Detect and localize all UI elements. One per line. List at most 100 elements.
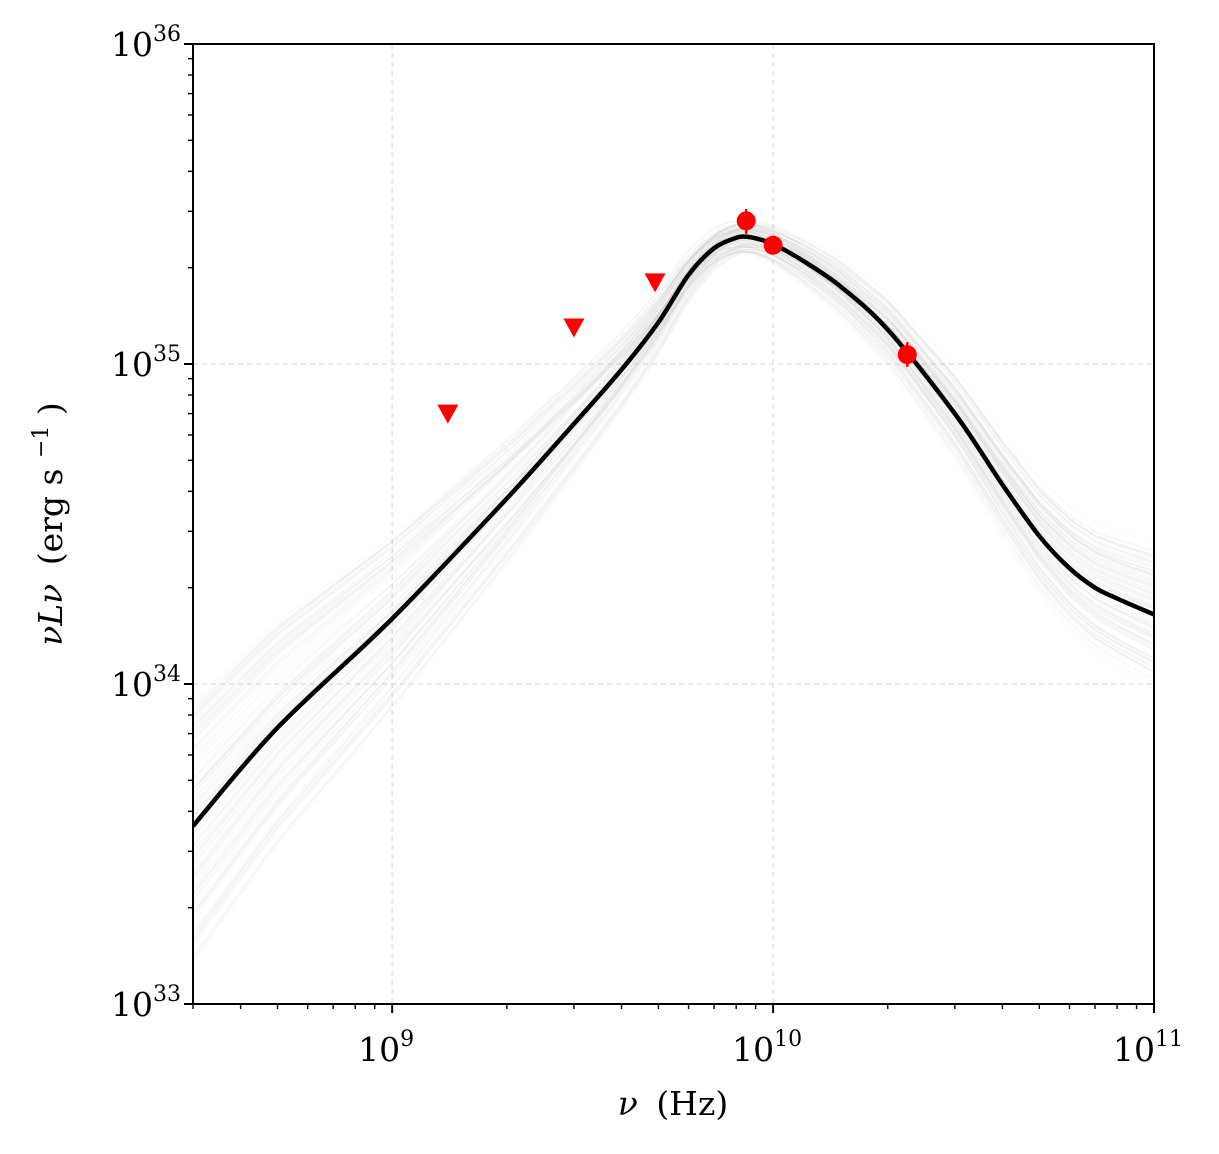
detection-point [736,211,756,231]
posterior-sample-curve [193,248,1154,784]
posterior-sample-curve [193,233,1154,886]
posterior-sample-curve [193,231,1154,731]
y-tick-label: 1034 [111,662,181,704]
posterior-sample-curve [193,243,1154,818]
posterior-sample-curve [193,244,1154,917]
posterior-sample-curve [193,228,1154,778]
posterior-sample-curve [193,227,1154,712]
posterior-sample-curve [193,223,1154,794]
posterior-sample-curve [193,250,1154,806]
posterior-sample-curve [193,233,1154,796]
posterior-sample-curve [193,232,1154,812]
posterior-sample-curve [193,229,1154,719]
posterior-sample-curve [193,222,1154,780]
posterior-sample-curve [193,253,1154,941]
x-tick-label: 1010 [732,1027,802,1069]
posterior-sample-curve [193,227,1154,703]
posterior-sample-curve [193,248,1154,944]
posterior-sample-curve [193,250,1154,935]
posterior-sample-curve [193,235,1154,749]
posterior-sample-curve [193,230,1154,933]
tick-labels: 109 1010 1011 1033 1034 1035 1036 [111,22,1183,1069]
posterior-sample-curve [193,227,1154,819]
posterior-sample-curve [193,220,1154,715]
posterior-sample-curve [193,248,1154,936]
posterior-sample-curve [193,221,1154,875]
posterior-sample-curve [193,222,1154,790]
posterior-sample-curve [193,227,1154,842]
posterior-sample-curve [193,241,1154,738]
upper-limit-marker [437,404,459,424]
posterior-sample-curve [193,235,1154,894]
posterior-sample-curve [193,224,1154,800]
axis-ticks [184,43,1155,1013]
posterior-sample-curve [193,220,1154,858]
posterior-sample-curve [193,228,1154,750]
upper-limit-marker [563,318,585,338]
posterior-sample-curve [193,246,1154,853]
data-points [437,209,917,424]
detection-point [763,235,783,255]
posterior-sample-curve [193,231,1154,913]
posterior-sample-curve [193,233,1154,749]
posterior-sample-curve [193,251,1154,963]
posterior-sample-curve [193,240,1154,729]
posterior-sample-curve [193,238,1154,772]
posterior-sample-curve [193,222,1154,737]
grid [193,44,1154,1004]
posterior-sample-curve [193,239,1154,855]
posterior-sample-curve [193,246,1154,810]
posterior-sample-curve [193,230,1154,740]
posterior-sample-curve [193,250,1154,867]
posterior-sample-curve [193,233,1154,937]
posterior-sample-curve [193,228,1154,837]
posterior-sample-curve [193,223,1154,718]
posterior-sample-curve [193,242,1154,741]
posterior-sample-curve [193,229,1154,821]
posterior-sample-curve [193,228,1154,728]
posterior-sample-curve [193,246,1154,873]
posterior-sample-curve [193,238,1154,706]
posterior-sample-curve [193,223,1154,816]
posterior-sample-curve [193,243,1154,908]
posterior-sample-curve [193,251,1154,795]
posterior-sample-curve [193,251,1154,808]
posterior-sample-curve [193,252,1154,938]
posterior-sample-curve [193,248,1154,871]
posterior-sample-curve [193,234,1154,918]
posterior-sample-curve [193,225,1154,722]
posterior-sample-curve [193,246,1154,834]
posterior-sample-curve [193,224,1154,940]
posterior-sample-curve [193,221,1154,879]
posterior-sample-curve [193,242,1154,732]
posterior-sample-curve [193,235,1154,936]
posterior-sample-curve [193,243,1154,879]
posterior-sample-curve [193,251,1154,788]
x-tick-label: 1011 [1113,1027,1183,1069]
posterior-sample-curve [193,239,1154,895]
x-axis-label: ν (Hz) [618,1084,728,1123]
y-axis-label: νLν (erg s −1 ) [17,402,70,646]
upper-limit-marker [644,273,666,293]
posterior-sample-curve [193,220,1154,715]
plot-frame [192,43,1155,1005]
y-tick-label: 1035 [111,342,181,384]
posterior-sample-curve [193,226,1154,758]
posterior-sample-curve [193,220,1154,711]
posterior-sample-curve [193,245,1154,725]
best-fit-line [193,234,1154,828]
posterior-sample-curve [193,237,1154,865]
posterior-sample-curve [193,230,1154,760]
posterior-sample-curve [193,222,1154,828]
y-tick-label: 1036 [111,22,181,64]
posterior-sample-curve [193,230,1154,913]
posterior-sample-curve [193,236,1154,944]
x-tick-label: 109 [358,1027,414,1069]
posterior-sample-curve [193,238,1154,715]
posterior-sample-curve [193,252,1154,889]
posterior-sample-curve [193,230,1154,817]
posterior-sample-curve [193,235,1154,898]
posterior-sample-curve [193,227,1154,790]
